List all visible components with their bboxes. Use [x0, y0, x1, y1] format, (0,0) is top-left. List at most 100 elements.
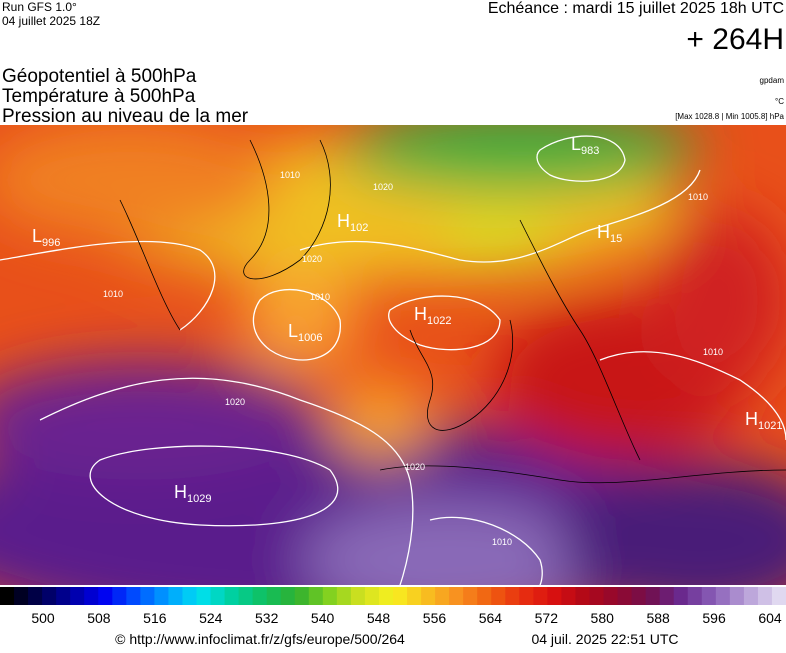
colorbar-swatch [715, 587, 731, 605]
isobar-label: 1010 [280, 170, 300, 180]
colorbar-label: 604 [758, 610, 782, 626]
center-type: L [571, 134, 581, 154]
colorbar-swatch [491, 587, 506, 605]
pressure-center: L1006 [288, 321, 323, 344]
colorbar-label: 572 [535, 610, 559, 626]
colorbar-swatch [266, 587, 282, 605]
pressure-center: H1021 [745, 409, 782, 432]
pressure-center: L983 [571, 134, 599, 157]
colorbar-swatch [196, 587, 212, 605]
center-value: 1021 [758, 420, 782, 432]
colorbar-swatch [112, 587, 127, 605]
colorbar-swatch [505, 587, 520, 605]
pressure-center: L996 [32, 226, 60, 249]
colorbar-label: 596 [702, 610, 726, 626]
center-value: 1022 [427, 315, 451, 327]
colorbar-swatch [743, 587, 759, 605]
colorbar-label: 500 [31, 610, 55, 626]
colorbar-label: 556 [423, 610, 447, 626]
colorbar-swatch [519, 587, 534, 605]
footer-url: © http://www.infoclimat.fr/z/gfs/europe/… [115, 631, 405, 647]
colorbar-swatch [350, 587, 366, 605]
colorbar-swatch [673, 587, 689, 605]
colorbar-swatch [757, 587, 773, 605]
field-1: Géopotentiel à 500hPa [2, 66, 197, 87]
colorbar-swatch [729, 587, 745, 605]
center-value: 1029 [187, 493, 211, 505]
colorbar-swatch [771, 587, 786, 605]
run-date: 04 juillet 2025 18Z [2, 14, 100, 28]
pressure-center: H15 [597, 222, 622, 245]
run: Run GFS 1.0° [2, 0, 77, 14]
pressure-range: [Max 1028.8 | Min 1005.8] hPa [675, 112, 784, 121]
colorbar-swatch [182, 587, 197, 605]
colorbar-swatch [126, 587, 141, 605]
colorbar-swatch [364, 587, 380, 605]
center-type: L [288, 321, 298, 341]
colorbar-swatch [0, 587, 15, 605]
colorbar-label: 532 [255, 610, 279, 626]
colorbar-swatch [449, 587, 464, 605]
center-value: 983 [581, 145, 599, 157]
colorbar-label: 580 [591, 610, 615, 626]
pressure-center: H102 [337, 211, 368, 234]
center-value: 15 [610, 233, 622, 245]
colorbar-label: 524 [199, 610, 223, 626]
colorbar-swatch [336, 587, 352, 605]
isobar-label: 1010 [688, 192, 708, 202]
field-3: Pression au niveau de la mer [2, 106, 249, 127]
colorbar-swatch [14, 587, 29, 605]
colorbar-swatch [533, 587, 548, 605]
colorbar-swatch [154, 587, 169, 605]
isobar-label: 1020 [225, 397, 245, 407]
colorbar-swatch [645, 587, 661, 605]
colorbar-swatch [421, 587, 436, 605]
center-type: H [174, 482, 187, 502]
center-type: H [745, 409, 758, 429]
colorbar-swatch [98, 587, 113, 605]
unit-temp: °C [775, 97, 784, 106]
isobar-label: 1020 [302, 254, 322, 264]
pressure-center: H1022 [414, 304, 451, 327]
colorbar-swatch [547, 587, 562, 605]
colorbar-swatch [463, 587, 478, 605]
colorbar-swatch [84, 587, 99, 605]
colorbar-swatch [631, 587, 647, 605]
map [0, 125, 786, 585]
footer-generated: 04 juil. 2025 22:51 UTC [531, 631, 678, 647]
colorbar-swatch [70, 587, 85, 605]
colorbar-swatch [28, 587, 43, 605]
colorbar-swatch [407, 587, 422, 605]
center-type: L [32, 226, 42, 246]
colorbar-label: 540 [311, 610, 335, 626]
center-type: H [337, 211, 350, 231]
unit-geo: gpdam [760, 76, 785, 85]
isobars [0, 135, 786, 585]
colorbar-swatch [168, 587, 183, 605]
isobar-label: 1010 [492, 537, 512, 547]
colorbar-swatch [589, 587, 605, 605]
pressure-center: H1029 [174, 482, 211, 505]
colorbar: 500 508 516 524 532 540 548 556 564 572 580 588 596 6… [0, 587, 786, 626]
lead-time: + 264H [686, 23, 784, 56]
colorbar-swatch [42, 587, 57, 605]
coastlines [119, 139, 786, 484]
colorbar-swatch [378, 587, 394, 605]
colorbar-swatch [308, 587, 324, 605]
colorbar-swatch [435, 587, 450, 605]
colorbar-swatch [252, 587, 268, 605]
colorbar-label: 516 [143, 610, 167, 626]
isobar-label: 1010 [310, 292, 330, 302]
isobar-label: 1020 [405, 462, 425, 472]
colorbar-swatch [56, 587, 71, 605]
colorbar-swatch [687, 587, 703, 605]
colorbar-swatch [140, 587, 155, 605]
colorbar-swatch [617, 587, 633, 605]
center-value: 1006 [298, 332, 322, 344]
colorbar-swatch [238, 587, 254, 605]
isobar-label: 1010 [103, 289, 123, 299]
colorbar-swatch [701, 587, 717, 605]
colorbar-swatch [603, 587, 619, 605]
colorbar-swatch [393, 587, 408, 605]
